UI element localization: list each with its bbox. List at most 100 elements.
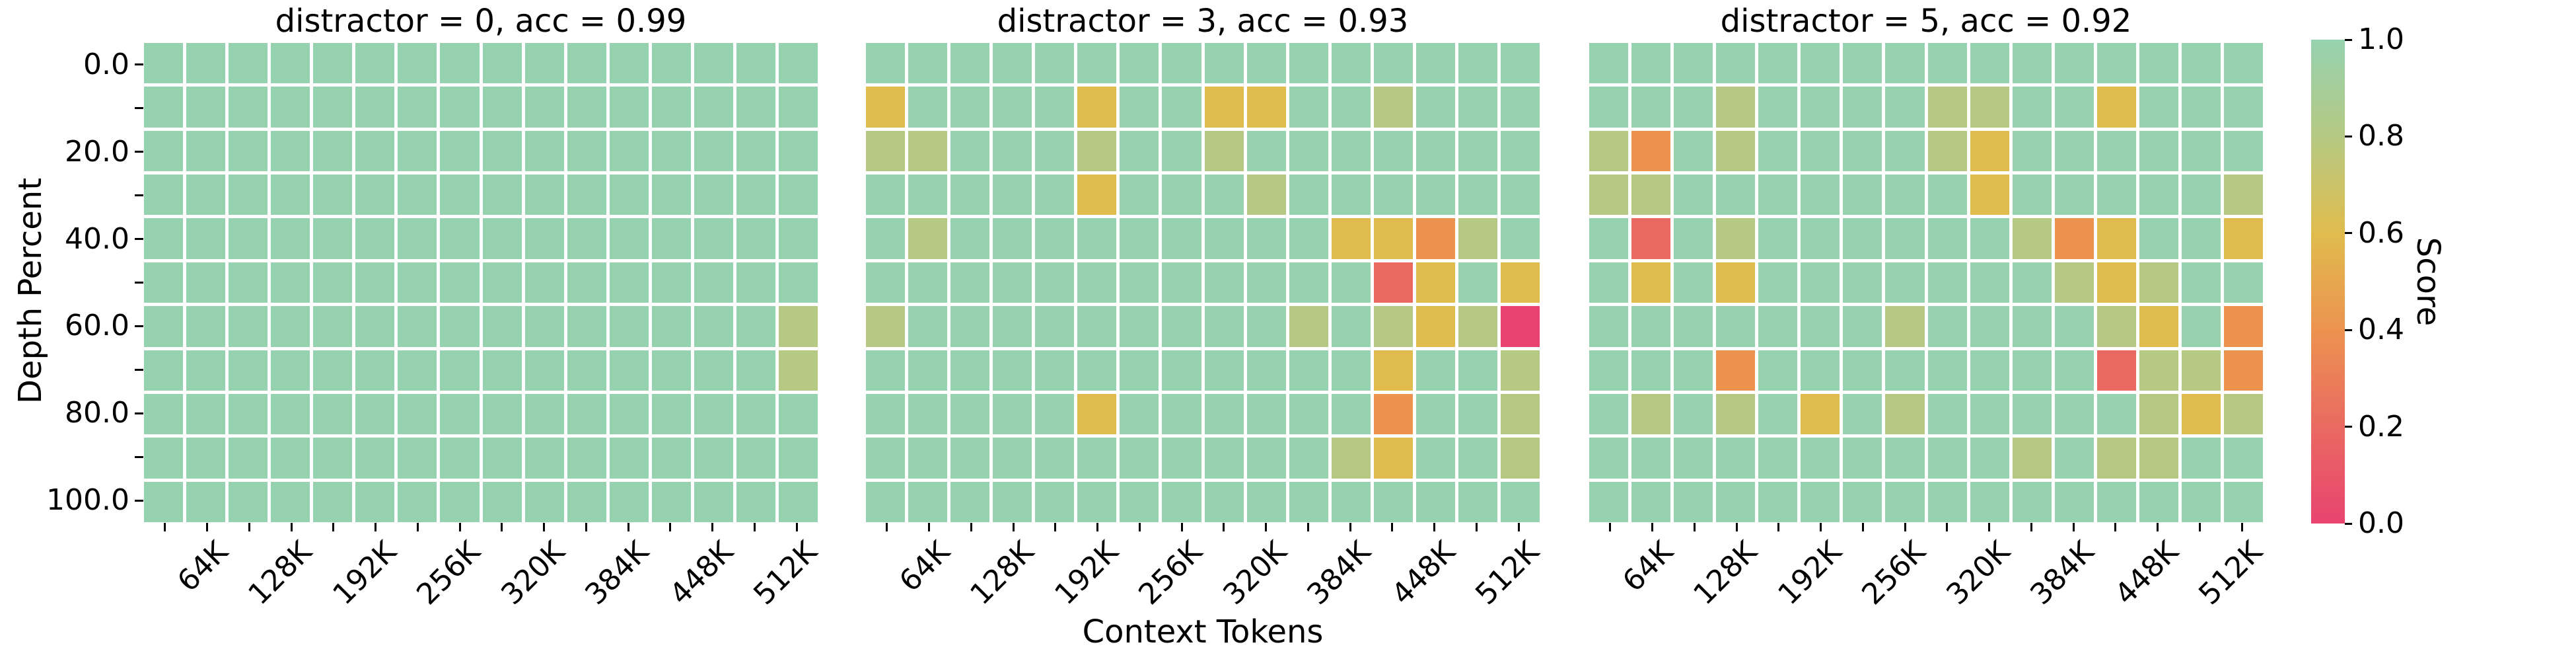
heatmap-cell — [1927, 481, 1967, 522]
x-tick-mark — [290, 523, 293, 531]
heatmap-cell — [651, 393, 691, 435]
heatmap-cell — [1927, 43, 1967, 84]
heatmap-cell — [2054, 481, 2094, 522]
heatmap-cell — [2181, 438, 2221, 479]
heatmap-cell — [567, 87, 606, 128]
heatmap-cell — [908, 175, 948, 215]
heatmap-cell — [440, 350, 480, 391]
heatmap-cell — [398, 262, 437, 303]
heatmap-cell — [1162, 218, 1201, 259]
heatmap-cell — [355, 393, 395, 435]
heatmap-cell — [1716, 306, 1756, 347]
heatmap-cell — [1885, 438, 1925, 479]
heatmap-cell — [1716, 438, 1756, 479]
heatmap-cell — [1500, 43, 1540, 84]
x-axis-label: Context Tokens — [1082, 613, 1324, 650]
heatmap-cell — [1716, 350, 1756, 391]
x-tick-mark — [248, 523, 250, 531]
heatmap-cell — [2012, 306, 2052, 347]
heatmap-cell — [2096, 130, 2136, 172]
panel-3-grid — [1589, 43, 2263, 522]
heatmap-cell — [736, 218, 775, 259]
y-tick-label: 0.0 — [83, 47, 129, 81]
heatmap-cell — [1500, 481, 1540, 522]
heatmap-cell — [1500, 87, 1540, 128]
heatmap-cell — [355, 262, 395, 303]
heatmap-cell — [186, 175, 226, 215]
heatmap-cell — [778, 175, 818, 215]
heatmap-cell — [2096, 438, 2136, 479]
heatmap-cell — [271, 262, 310, 303]
heatmap-cell — [1589, 175, 1629, 215]
heatmap-cell — [1120, 438, 1159, 479]
heatmap-cell — [2181, 393, 2221, 435]
heatmap-cell — [186, 481, 226, 522]
heatmap-cell — [144, 43, 184, 84]
heatmap-cell — [1758, 87, 1798, 128]
heatmap-cell — [1885, 87, 1925, 128]
heatmap-cell — [1162, 262, 1201, 303]
heatmap-cell — [1843, 87, 1882, 128]
heatmap-cell — [1500, 306, 1540, 347]
heatmap-cell — [651, 350, 691, 391]
heatmap-cell — [1415, 175, 1455, 215]
heatmap-cell — [524, 87, 564, 128]
heatmap-cell — [2054, 130, 2094, 172]
heatmap-cell — [1331, 87, 1371, 128]
heatmap-cell — [1246, 393, 1286, 435]
colorbar-tick-mark — [2345, 135, 2352, 137]
heatmap-cell — [1289, 87, 1328, 128]
heatmap-cell — [1204, 350, 1244, 391]
heatmap-cell — [1289, 350, 1328, 391]
heatmap-cell — [355, 43, 395, 84]
y-tick-mark — [135, 412, 143, 414]
heatmap-cell — [2096, 175, 2136, 215]
heatmap-cell — [398, 218, 437, 259]
heatmap-cell — [1758, 175, 1798, 215]
heatmap-cell — [1674, 43, 1713, 84]
heatmap-cell — [908, 130, 948, 172]
heatmap-cell — [1458, 218, 1497, 259]
heatmap-cell — [1674, 438, 1713, 479]
heatmap-cell — [1758, 438, 1798, 479]
heatmap-cell — [186, 350, 226, 391]
heatmap-cell — [524, 438, 564, 479]
heatmap-cell — [651, 262, 691, 303]
heatmap-cell — [1758, 262, 1798, 303]
heatmap-cell — [482, 481, 522, 522]
x-tick-mark — [1988, 523, 1991, 531]
heatmap-cell — [482, 218, 522, 259]
heatmap-cell — [1885, 481, 1925, 522]
heatmap-cell — [398, 130, 437, 172]
heatmap-cell — [609, 481, 649, 522]
heatmap-cell — [866, 130, 906, 172]
heatmap-cell — [609, 393, 649, 435]
heatmap-cell — [694, 87, 733, 128]
x-tick-mark — [2072, 523, 2075, 531]
heatmap-cell — [1246, 438, 1286, 479]
heatmap-cell — [2096, 262, 2136, 303]
heatmap-cell — [186, 438, 226, 479]
heatmap-cell — [1373, 130, 1413, 172]
heatmap-cell — [908, 393, 948, 435]
heatmap-cell — [271, 43, 310, 84]
heatmap-cell — [1035, 218, 1075, 259]
x-tick-mark — [1777, 523, 1780, 531]
heatmap-cell — [1331, 393, 1371, 435]
heatmap-cell — [1162, 481, 1201, 522]
heatmap-cell — [398, 350, 437, 391]
heatmap-cell — [1885, 262, 1925, 303]
heatmap-cell — [950, 438, 990, 479]
x-tick-mark — [753, 523, 756, 531]
heatmap-cell — [1289, 393, 1328, 435]
heatmap-cell — [1289, 438, 1328, 479]
heatmap-cell — [1758, 218, 1798, 259]
heatmap-cell — [2223, 306, 2263, 347]
heatmap-cell — [651, 43, 691, 84]
heatmap-cell — [778, 350, 818, 391]
heatmap-cell — [1631, 43, 1671, 84]
heatmap-cell — [313, 306, 353, 347]
heatmap-cell — [1246, 481, 1286, 522]
heatmap-cell — [908, 350, 948, 391]
heatmap-cell — [1289, 130, 1328, 172]
